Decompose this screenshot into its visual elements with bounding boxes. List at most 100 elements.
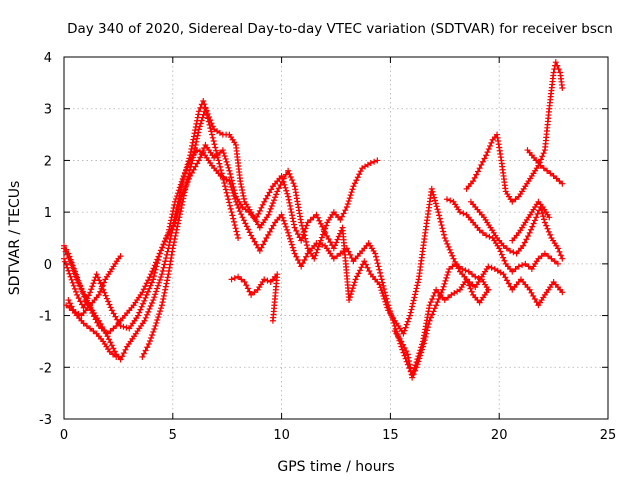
data-point — [505, 280, 512, 287]
data-point — [528, 289, 535, 296]
data-point — [430, 308, 437, 315]
data-point — [302, 225, 309, 232]
data-point — [323, 232, 330, 239]
data-point — [242, 206, 249, 213]
data-point — [479, 229, 486, 236]
data-point — [517, 245, 524, 252]
y-axis: -3 -2 -1 0 1 2 3 4 — [39, 51, 608, 428]
data-point — [236, 175, 243, 182]
data-point — [502, 274, 509, 281]
data-point — [231, 187, 238, 194]
data-point — [299, 260, 306, 267]
data-point — [194, 160, 201, 167]
data-point — [449, 252, 456, 259]
data-point — [349, 285, 356, 292]
series — [65, 297, 120, 360]
data-point — [195, 157, 202, 164]
data-point — [204, 115, 211, 122]
data-point — [225, 196, 232, 203]
data-point — [289, 212, 296, 219]
data-point — [199, 148, 206, 155]
data-point — [401, 344, 408, 351]
data-point — [268, 225, 275, 232]
data-point — [67, 258, 74, 265]
data-point — [270, 197, 277, 204]
data-point — [521, 239, 528, 246]
data-point — [101, 279, 108, 286]
data-point — [68, 303, 75, 310]
data-point — [115, 319, 122, 326]
data-point — [366, 267, 373, 274]
data-point — [148, 334, 155, 341]
data-point — [71, 270, 78, 277]
data-point — [478, 161, 485, 168]
series — [463, 59, 566, 205]
x-tick-label: 5 — [169, 428, 177, 443]
data-point — [119, 353, 126, 360]
data-point — [243, 223, 250, 230]
data-point — [361, 258, 368, 265]
data-point — [524, 284, 531, 291]
data-point — [215, 157, 222, 164]
data-point — [155, 253, 162, 260]
data-point — [92, 316, 99, 323]
data-point — [410, 371, 417, 378]
data-point — [303, 238, 310, 245]
data-point — [136, 309, 143, 316]
data-point — [244, 285, 251, 292]
data-point — [535, 160, 542, 167]
data-point — [270, 222, 277, 229]
x-tick-label: 25 — [600, 428, 617, 443]
data-point — [164, 277, 171, 284]
data-point — [160, 296, 167, 303]
data-point — [347, 192, 354, 199]
data-point — [441, 280, 448, 287]
data-point — [545, 253, 552, 260]
data-point — [224, 161, 231, 168]
data-point — [146, 337, 153, 344]
data-point — [138, 303, 145, 310]
data-point — [180, 195, 187, 202]
data-point — [266, 189, 273, 196]
data-point — [406, 312, 413, 319]
data-point — [374, 278, 381, 285]
data-point — [70, 282, 77, 289]
data-point — [256, 207, 263, 214]
data-point — [101, 289, 108, 296]
data-point — [137, 306, 144, 313]
data-point — [333, 239, 340, 246]
data-point — [143, 311, 150, 318]
data-point — [229, 212, 236, 219]
data-point — [188, 160, 195, 167]
data-point — [452, 260, 459, 267]
data-point — [62, 248, 69, 255]
data-point — [148, 279, 155, 286]
data-point — [163, 280, 170, 287]
data-point — [357, 168, 364, 175]
data-point — [494, 242, 501, 249]
data-point — [378, 287, 385, 294]
data-point — [87, 306, 94, 313]
data-point — [402, 324, 409, 331]
data-point — [322, 229, 329, 236]
data-point — [156, 250, 163, 257]
data-point — [342, 207, 349, 214]
series — [139, 105, 242, 360]
data-point — [544, 167, 551, 174]
data-point — [405, 354, 412, 361]
y-tick-label: 2 — [44, 154, 52, 169]
data-point — [290, 247, 297, 254]
data-point — [96, 277, 103, 284]
data-point — [72, 273, 79, 280]
data-point — [317, 237, 324, 244]
data-point — [88, 286, 95, 293]
data-point — [162, 286, 169, 293]
data-point — [300, 231, 307, 238]
data-point — [417, 352, 424, 359]
data-point — [325, 236, 332, 243]
data-point — [476, 165, 483, 172]
data-point — [62, 258, 69, 265]
data-point — [61, 255, 67, 262]
data-point — [206, 121, 213, 128]
data-point — [197, 154, 204, 161]
